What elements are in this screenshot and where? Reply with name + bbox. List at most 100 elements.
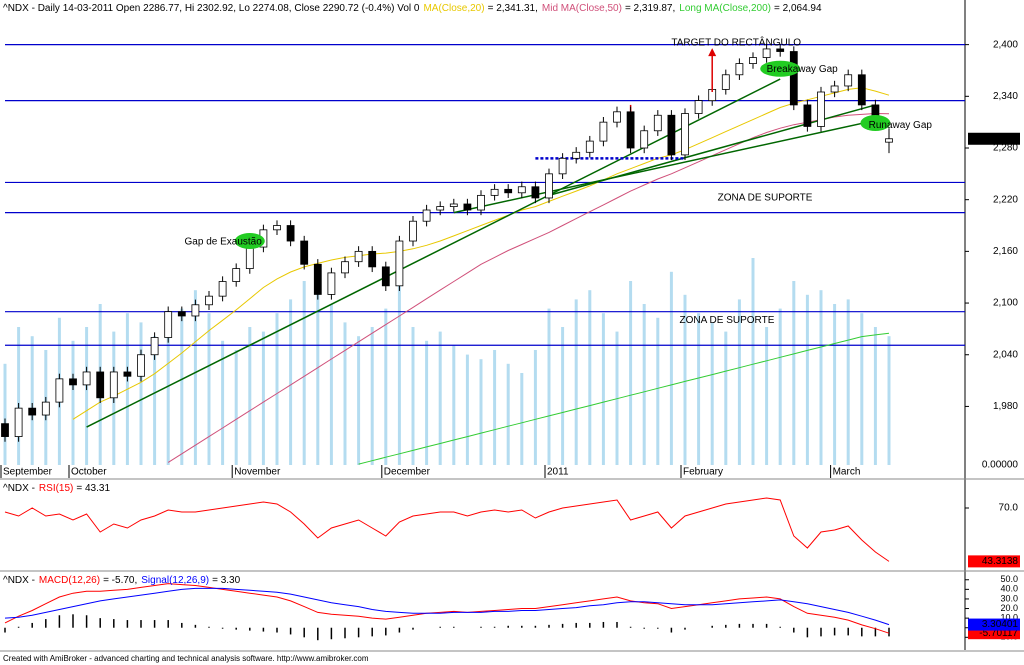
header-series-name: RSI(15): [39, 483, 73, 494]
candle-body: [626, 111, 635, 149]
volume-bar: [261, 331, 265, 465]
volume-bar: [629, 281, 633, 465]
volume-bar: [819, 290, 823, 465]
candle-body: [422, 209, 431, 222]
volume-bar: [193, 290, 197, 465]
candle-body: [232, 268, 241, 282]
volume-bar: [656, 317, 660, 465]
trendline: [453, 119, 876, 214]
header-series-value: = 43.31: [76, 483, 110, 494]
volume-bar: [438, 331, 442, 465]
header-prefix: ^NDX -: [3, 483, 35, 494]
volume-bar: [221, 340, 225, 465]
last-value-label: -5.70117: [979, 628, 1018, 639]
volume-bar: [805, 294, 809, 465]
candle-body: [477, 194, 485, 211]
candle-body: [749, 57, 757, 64]
candle-body: [313, 263, 322, 295]
last-value-box: [968, 618, 1020, 631]
volume-bar: [343, 322, 347, 465]
volume-bar: [30, 336, 34, 465]
header-series-name: Mid MA(Close,50): [542, 3, 622, 14]
annotation: Breakaway Gap: [767, 64, 839, 75]
candle-body: [55, 378, 64, 403]
gap-marker: [234, 233, 265, 250]
volume-bar: [642, 304, 646, 465]
annotation: TARGET DO RECTÂNGULO: [671, 36, 801, 49]
x-tick-label: October: [71, 467, 107, 478]
x-tick-label: December: [384, 467, 431, 478]
candle-body: [82, 371, 91, 386]
candle-body: [613, 111, 621, 123]
candle-body: [381, 266, 390, 287]
y-tick-label: 40.0: [1000, 584, 1018, 594]
candle-body: [395, 240, 404, 287]
volume-bar: [234, 350, 238, 465]
annotation: Runaway Gap: [869, 120, 933, 131]
candle-body: [490, 188, 499, 196]
moving-average-line: [72, 87, 890, 420]
volume-bar: [397, 276, 401, 465]
volume-bar: [166, 327, 170, 465]
candle-body: [545, 173, 553, 199]
moving-average-line: [358, 332, 890, 465]
header-prefix: ^NDX -: [3, 575, 35, 586]
candle-body: [69, 378, 77, 386]
volume-bar: [737, 299, 741, 465]
volume-bar: [411, 327, 415, 465]
volume-bar: [765, 327, 769, 465]
candle-body: [463, 203, 472, 211]
candle-body: [599, 121, 608, 142]
volume-bar: [370, 327, 374, 465]
volume-bar: [697, 313, 701, 465]
volume-bar: [248, 327, 252, 465]
header-series-name: MA(Close,20): [423, 3, 484, 14]
volume-bar: [547, 308, 551, 465]
candle-body: [341, 261, 349, 274]
candle-body: [1, 423, 9, 437]
volume-bar: [289, 299, 293, 465]
header-series-value: = 3.30: [212, 575, 241, 586]
candle-body: [123, 371, 132, 377]
volume-bar: [207, 313, 211, 465]
volume-bar: [302, 281, 306, 465]
y-tick-label: 2,280: [993, 143, 1018, 154]
y-tick-label: 70.0: [999, 503, 1019, 514]
candle-body: [354, 250, 363, 263]
candle-body: [449, 203, 458, 207]
volume-tick-label: 0.00000: [982, 460, 1019, 471]
panel-header: ^NDX - Daily 14-03-2011 Open 2286.77, Hi…: [3, 3, 822, 14]
header-series-value: = 2,319.87,: [625, 3, 675, 14]
candle-body: [218, 281, 227, 297]
volume-bar: [873, 327, 877, 465]
header-series-name: MACD(12,26): [39, 575, 100, 586]
volume-bar: [533, 350, 537, 465]
candle-body: [885, 138, 893, 143]
volume-bar: [85, 327, 89, 465]
volume-bar: [778, 308, 782, 465]
last-value-label: 3.30401: [982, 619, 1019, 630]
candle-body: [150, 337, 159, 356]
header-prefix: ^NDX - Daily 14-03-2011 Open 2286.77, Hi…: [3, 3, 420, 14]
x-tick-label: 2011: [547, 467, 569, 478]
volume-bar: [329, 304, 333, 465]
candle-body: [817, 91, 825, 127]
volume-bar: [860, 313, 864, 465]
candle-body: [857, 74, 866, 106]
y-tick-label: 20.0: [1000, 603, 1018, 613]
volume-bar: [479, 359, 483, 465]
candle-body: [41, 401, 50, 416]
volume-bar: [520, 373, 524, 465]
candle-body: [177, 311, 186, 317]
candle-body: [694, 100, 703, 114]
candle-body: [653, 114, 662, 132]
x-tick-label: November: [234, 467, 281, 478]
volume-bar: [506, 363, 510, 465]
trendline: [86, 78, 781, 428]
volume-bar: [357, 336, 361, 465]
candle-body: [776, 48, 785, 52]
candle-body: [28, 407, 37, 416]
footer: Created with AmiBroker - advanced charti…: [3, 654, 369, 663]
target-arrow-head: [708, 48, 717, 57]
volume-bar: [384, 308, 388, 465]
